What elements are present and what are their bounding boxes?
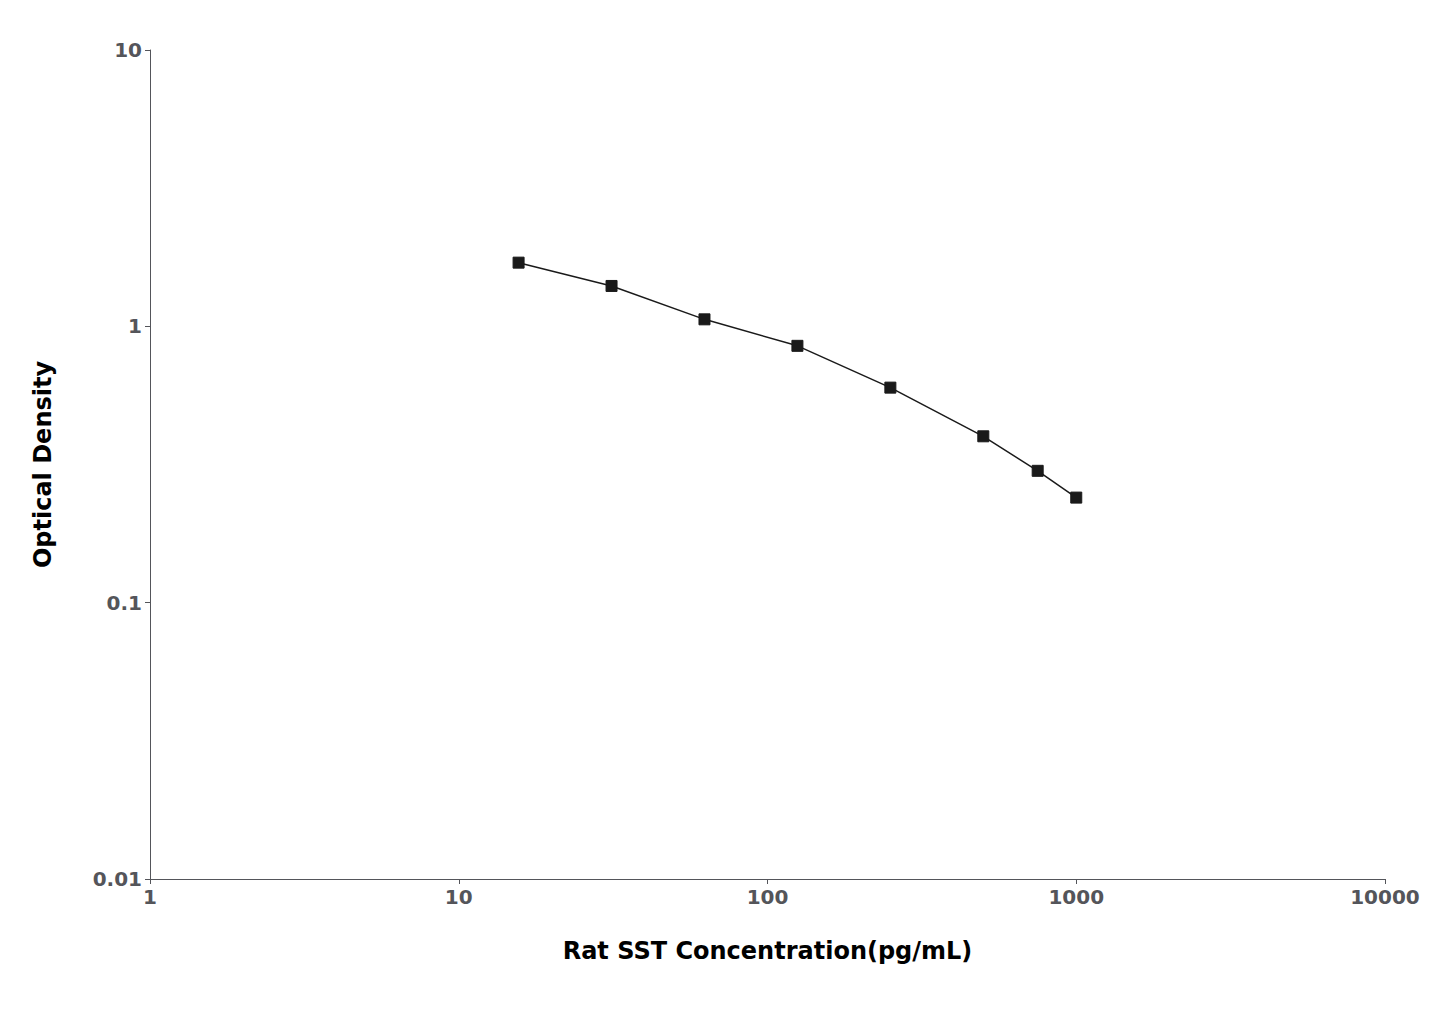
svg-text:Optical Density: Optical Density xyxy=(29,361,57,569)
svg-text:10: 10 xyxy=(445,885,473,909)
svg-text:1: 1 xyxy=(128,314,142,338)
svg-text:0.1: 0.1 xyxy=(107,591,142,615)
svg-text:100: 100 xyxy=(747,885,789,909)
svg-text:Rat SST Concentration(pg/mL): Rat SST Concentration(pg/mL) xyxy=(563,937,973,965)
svg-text:1000: 1000 xyxy=(1048,885,1104,909)
svg-text:0.01: 0.01 xyxy=(93,867,142,891)
svg-text:10: 10 xyxy=(114,38,142,62)
svg-text:10000: 10000 xyxy=(1350,885,1420,909)
svg-text:1: 1 xyxy=(143,885,157,909)
